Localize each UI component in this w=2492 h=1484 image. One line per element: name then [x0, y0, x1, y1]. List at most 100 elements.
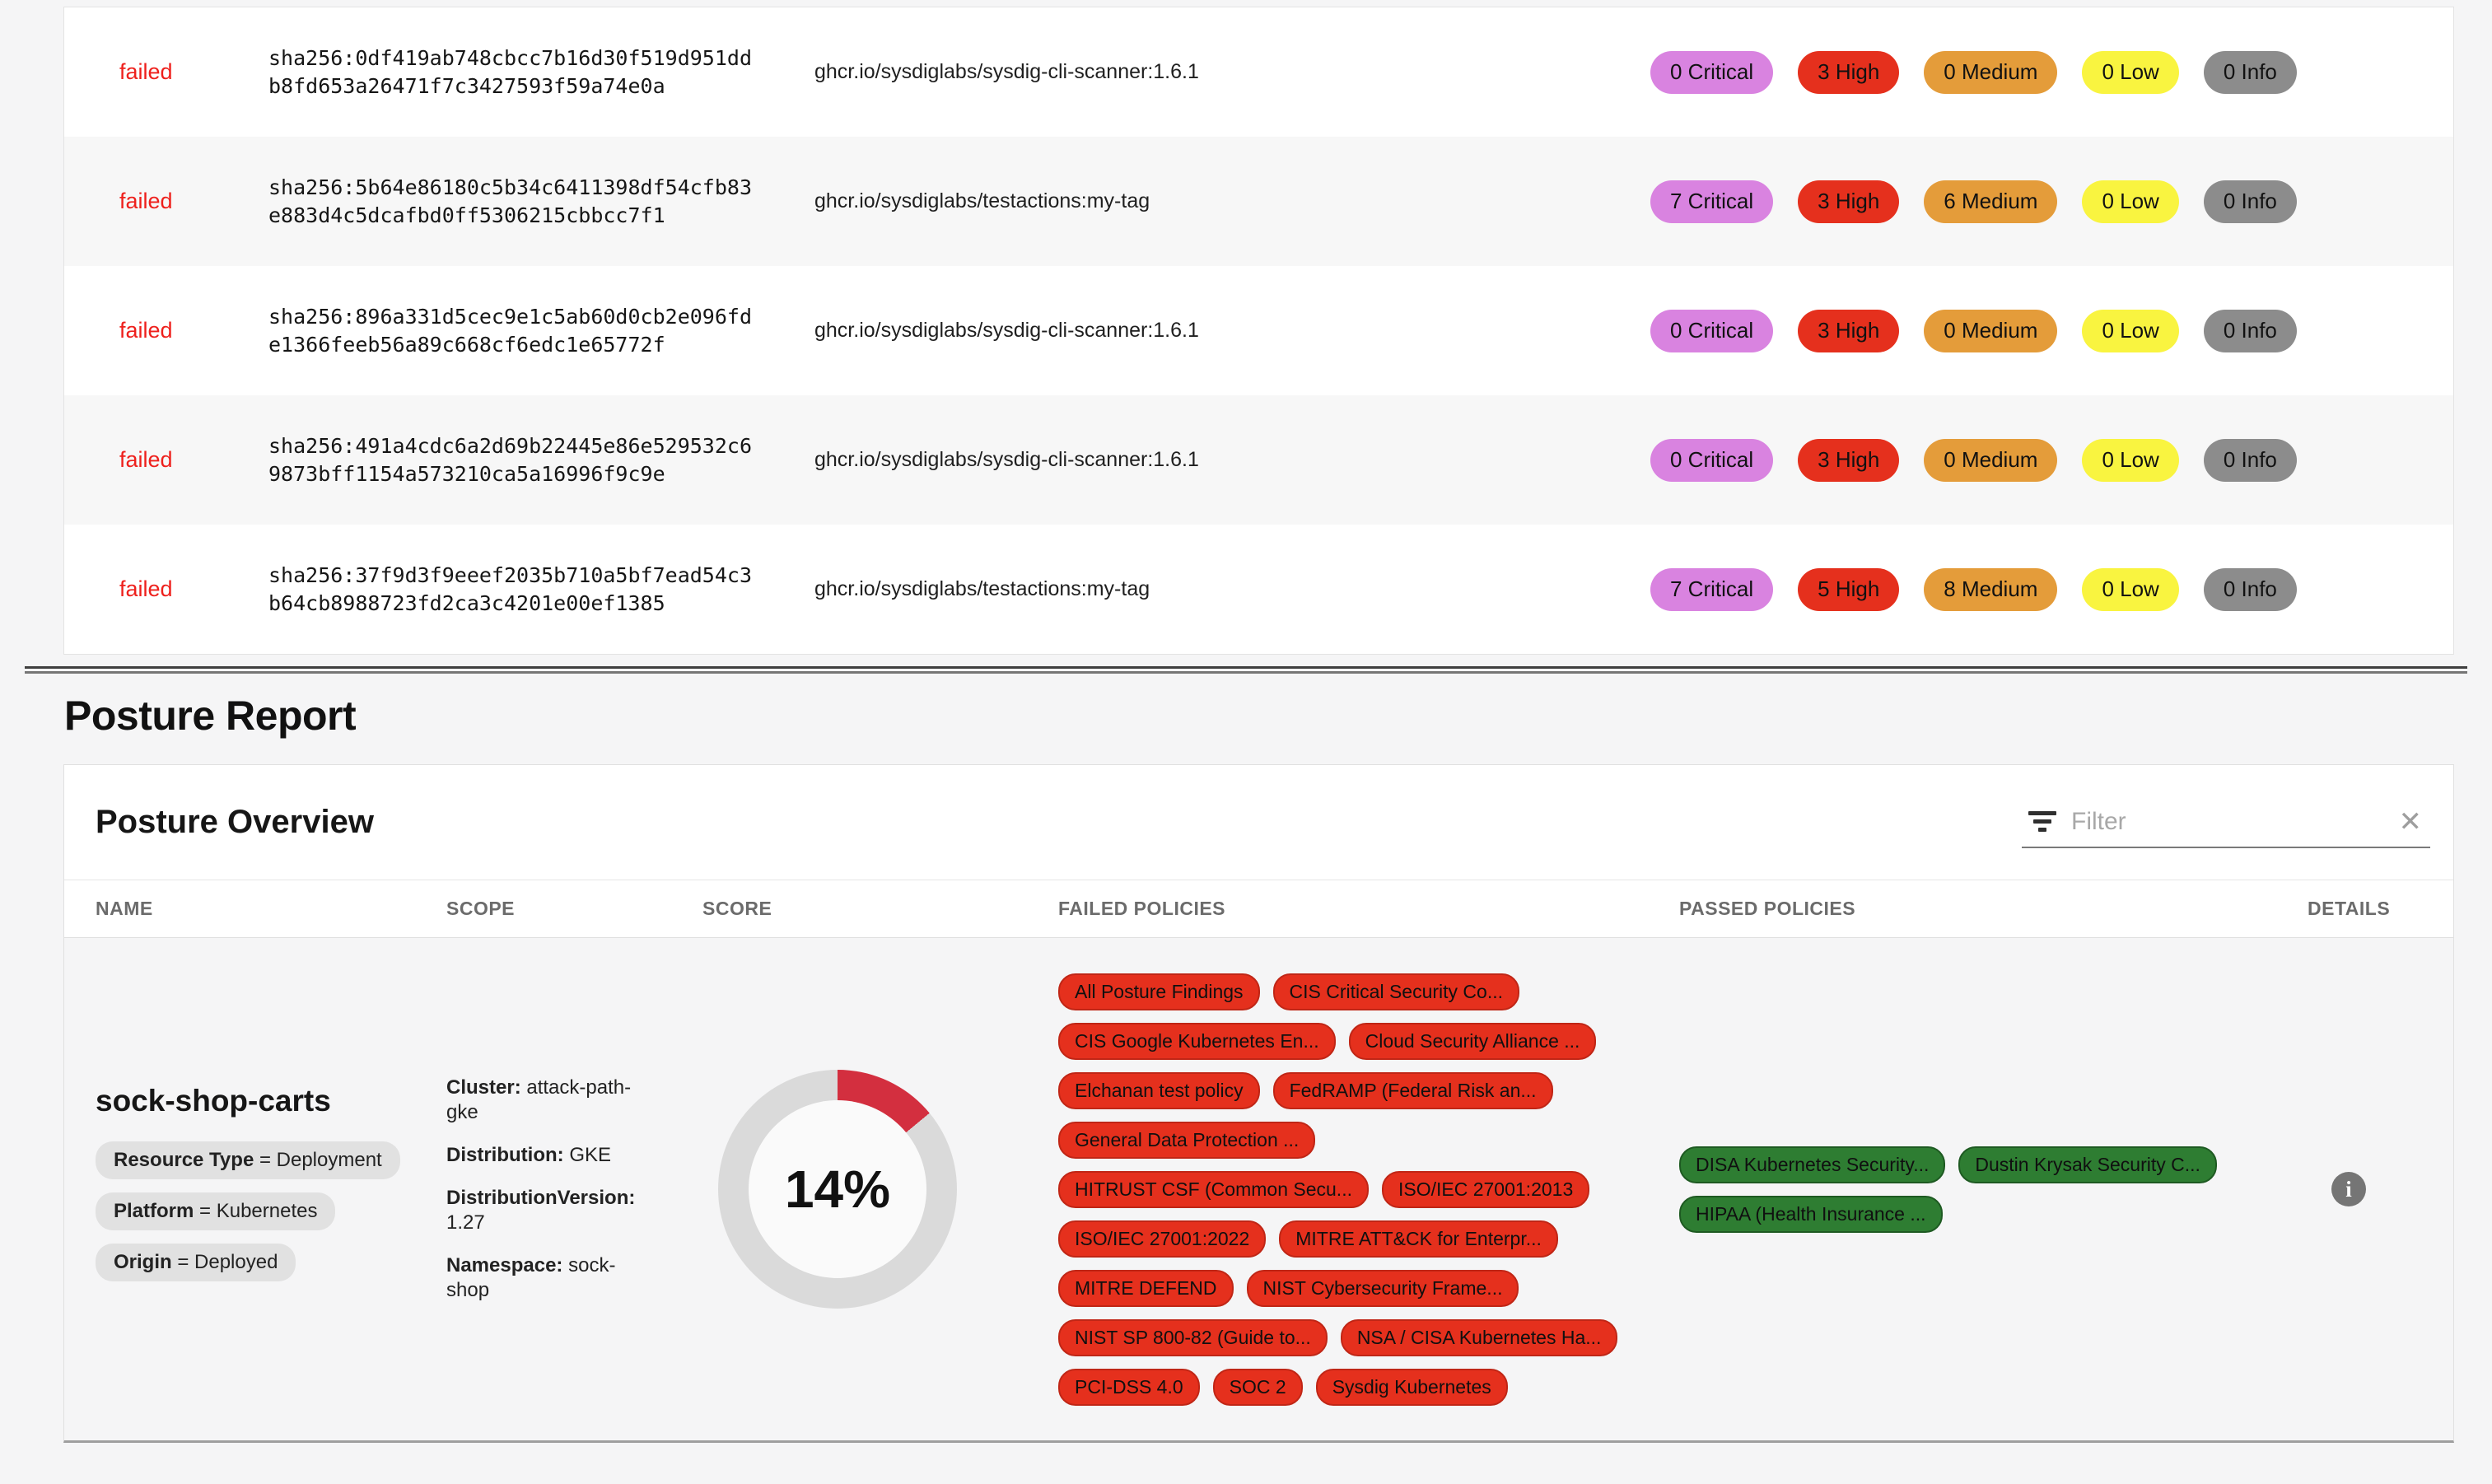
severity-badges: 7 Critical 5 High 8 Medium 0 Low 0 Info	[1650, 567, 2453, 611]
details-cell: i	[2308, 1172, 2453, 1206]
failed-policy-chip: HITRUST CSF (Common Secu...	[1058, 1170, 1369, 1208]
scan-result-row: failed sha256:0df419ab748cbcc7b16d30f519…	[64, 7, 2453, 137]
passed-policy-chip: Dustin Krysak Security C...	[1958, 1146, 2217, 1183]
scan-result-row: failed sha256:37f9d3f9eeef2035b710a5bf7e…	[64, 525, 2453, 654]
high-badge: 3 High	[1798, 309, 1900, 352]
critical-badge: 0 Critical	[1650, 438, 1774, 482]
clear-filter-icon[interactable]: ✕	[2398, 805, 2423, 838]
image-name: ghcr.io/sysdiglabs/testactions:my-tag	[814, 189, 1150, 212]
scope-item: Namespace: sock-shop	[446, 1254, 616, 1301]
score-donut-chart: 14%	[718, 1070, 957, 1309]
critical-badge: 0 Critical	[1650, 309, 1774, 352]
score-cell: 14%	[702, 1070, 1058, 1309]
image-digest: sha256:37f9d3f9eeef2035b710a5bf7ead54c3b…	[268, 562, 752, 615]
scope-item: Cluster: attack-path-gke	[446, 1076, 632, 1123]
passed-policy-chip: HIPAA (Health Insurance ...	[1679, 1195, 1943, 1233]
critical-badge: 7 Critical	[1650, 567, 1774, 611]
failed-policy-chip: NIST Cybersecurity Frame...	[1246, 1269, 1519, 1307]
failed-policy-chip: MITRE DEFEND	[1058, 1269, 1234, 1307]
scan-result-row: failed sha256:5b64e86180c5b34c6411398df5…	[64, 137, 2453, 266]
critical-badge: 0 Critical	[1650, 50, 1774, 94]
column-header-details: DETAILS	[2308, 898, 2391, 919]
critical-badge: 7 Critical	[1650, 180, 1774, 223]
section-divider	[25, 666, 2467, 674]
image-digest: sha256:896a331d5cec9e1c5ab60d0cb2e096fde…	[268, 304, 752, 357]
posture-overview-title: Posture Overview	[96, 804, 374, 840]
medium-badge: 8 Medium	[1924, 567, 2058, 611]
failed-policies-cell: All Posture Findings CIS Critical Securi…	[1058, 973, 1635, 1406]
low-badge: 0 Low	[2082, 438, 2179, 482]
scan-status: failed	[119, 576, 173, 601]
info-badge: 0 Info	[2203, 438, 2297, 482]
info-badge: 0 Info	[2203, 567, 2297, 611]
info-icon[interactable]: i	[2331, 1172, 2366, 1206]
scan-result-row: failed sha256:896a331d5cec9e1c5ab60d0cb2…	[64, 266, 2453, 395]
posture-overview-card: Posture Overview ✕ NAME SCOPE SCORE FAIL…	[63, 764, 2454, 1443]
resource-name: sock-shop-carts	[96, 1084, 331, 1118]
resource-tag: Platform = Kubernetes	[96, 1192, 336, 1230]
scope-item: Distribution: GKE	[446, 1144, 611, 1166]
failed-policy-chip: SOC 2	[1212, 1368, 1303, 1406]
column-header-passed-policies: PASSED POLICIES	[1679, 898, 1856, 919]
scan-status: failed	[119, 59, 173, 84]
failed-policy-chip: CIS Google Kubernetes En...	[1058, 1022, 1336, 1060]
info-badge: 0 Info	[2203, 50, 2297, 94]
scan-status: failed	[119, 318, 173, 343]
medium-badge: 0 Medium	[1924, 50, 2058, 94]
severity-badges: 0 Critical 3 High 0 Medium 0 Low 0 Info	[1650, 438, 2453, 482]
failed-policy-chip: Cloud Security Alliance ...	[1348, 1022, 1597, 1060]
severity-badges: 0 Critical 3 High 0 Medium 0 Low 0 Info	[1650, 50, 2453, 94]
medium-badge: 0 Medium	[1924, 309, 2058, 352]
image-scan-results-table: failed sha256:0df419ab748cbcc7b16d30f519…	[63, 7, 2454, 655]
failed-policy-chip: Sysdig Kubernetes	[1315, 1368, 1508, 1406]
high-badge: 3 High	[1798, 50, 1900, 94]
low-badge: 0 Low	[2082, 50, 2179, 94]
severity-badges: 0 Critical 3 High 0 Medium 0 Low 0 Info	[1650, 309, 2453, 352]
failed-policy-chip: NSA / CISA Kubernetes Ha...	[1340, 1318, 1618, 1356]
failed-policy-chip: CIS Critical Security Co...	[1272, 973, 1519, 1010]
column-header-scope: SCOPE	[446, 898, 516, 919]
image-name: ghcr.io/sysdiglabs/testactions:my-tag	[814, 577, 1150, 600]
scan-status: failed	[119, 189, 173, 213]
low-badge: 0 Low	[2082, 180, 2179, 223]
low-badge: 0 Low	[2082, 309, 2179, 352]
failed-policy-chip: Elchanan test policy	[1058, 1071, 1260, 1109]
low-badge: 0 Low	[2082, 567, 2179, 611]
failed-policy-chip: PCI-DSS 4.0	[1058, 1368, 1200, 1406]
image-name: ghcr.io/sysdiglabs/sysdig-cli-scanner:1.…	[814, 319, 1199, 342]
filter-icon	[2028, 811, 2056, 832]
score-donut-hole: 14%	[749, 1100, 926, 1278]
resource-tag: Origin = Deployed	[96, 1244, 296, 1281]
failed-policy-chip: ISO/IEC 27001:2022	[1058, 1220, 1267, 1258]
image-digest: sha256:0df419ab748cbcc7b16d30f519d951ddb…	[268, 45, 752, 98]
image-name: ghcr.io/sysdiglabs/sysdig-cli-scanner:1.…	[814, 448, 1199, 471]
scope-item: DistributionVersion: 1.27	[446, 1187, 636, 1234]
scan-result-row: failed sha256:491a4cdc6a2d69b22445e86e52…	[64, 395, 2453, 525]
filter-input[interactable]	[2071, 807, 2399, 836]
medium-badge: 0 Medium	[1924, 438, 2058, 482]
high-badge: 5 High	[1798, 567, 1900, 611]
image-digest: sha256:5b64e86180c5b34c6411398df54cfb83e…	[268, 175, 752, 227]
high-badge: 3 High	[1798, 438, 1900, 482]
posture-card-header: Posture Overview ✕	[64, 765, 2453, 880]
high-badge: 3 High	[1798, 180, 1900, 223]
resource-name-cell: sock-shop-carts Resource Type = Deployme…	[96, 1084, 446, 1295]
passed-policies-cell: DISA Kubernetes Security... Dustin Krysa…	[1679, 1146, 2256, 1233]
failed-policy-chip: FedRAMP (Federal Risk an...	[1272, 1071, 1553, 1109]
posture-table-header: NAME SCOPE SCORE FAILED POLICIES PASSED …	[64, 880, 2453, 938]
posture-report-title: Posture Report	[64, 693, 357, 739]
info-badge: 0 Info	[2203, 180, 2297, 223]
image-digest: sha256:491a4cdc6a2d69b22445e86e529532c69…	[268, 433, 752, 486]
medium-badge: 6 Medium	[1924, 180, 2058, 223]
image-name: ghcr.io/sysdiglabs/sysdig-cli-scanner:1.…	[814, 60, 1199, 83]
column-header-score: SCORE	[702, 898, 772, 919]
column-header-name: NAME	[96, 898, 153, 919]
failed-policy-chip: NIST SP 800-82 (Guide to...	[1058, 1318, 1328, 1356]
failed-policy-chip: ISO/IEC 27001:2013	[1381, 1170, 1590, 1208]
failed-policy-chip: MITRE ATT&CK for Enterpr...	[1279, 1220, 1558, 1258]
filter-box: ✕	[2022, 797, 2430, 848]
scope-cell: Cluster: attack-path-gke Distribution: G…	[446, 1076, 644, 1303]
passed-policy-chip: DISA Kubernetes Security...	[1679, 1146, 1946, 1183]
column-header-failed-policies: FAILED POLICIES	[1058, 898, 1226, 919]
